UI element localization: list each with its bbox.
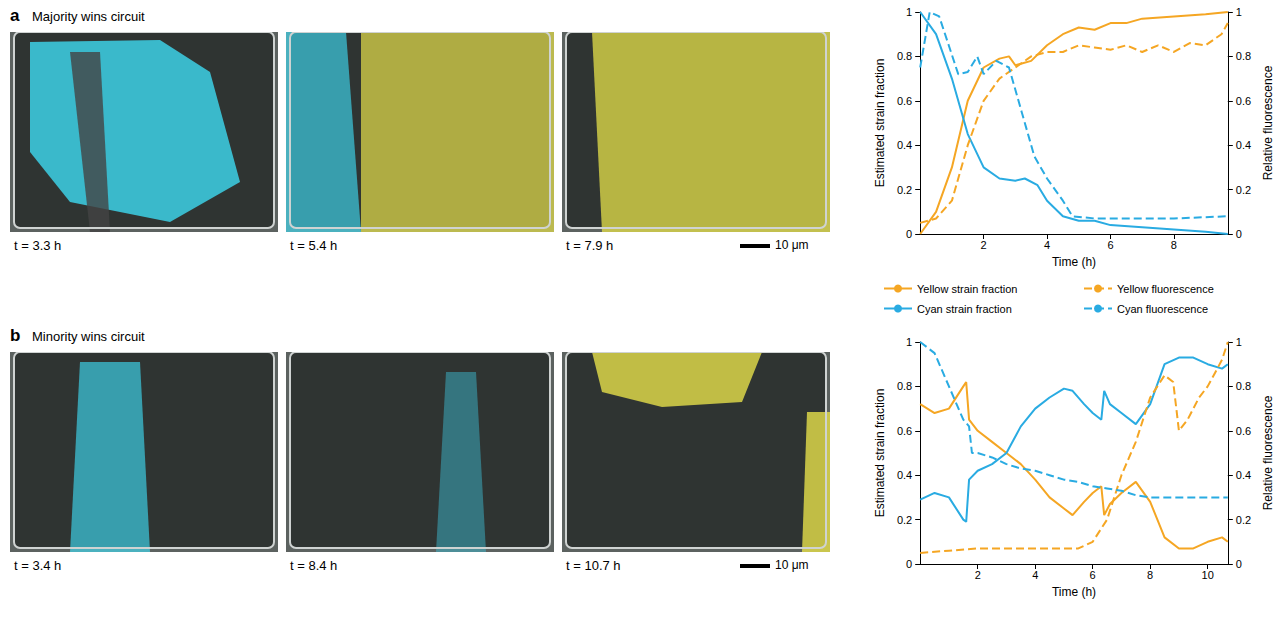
html-text:t = 8.4 h: t = 8.4 h bbox=[290, 558, 338, 573]
svg-text:0.2: 0.2 bbox=[1236, 514, 1251, 526]
svg-text:10: 10 bbox=[1202, 569, 1214, 581]
html-text:10 μm: 10 μm bbox=[775, 558, 809, 572]
svg-text:Time (h): Time (h) bbox=[1052, 585, 1096, 599]
html-text:t = 5.4 h: t = 5.4 h bbox=[290, 238, 338, 253]
svg-text:1: 1 bbox=[1236, 6, 1242, 18]
svg-text:8: 8 bbox=[1147, 569, 1153, 581]
svg-text:Estimated strain fraction: Estimated strain fraction bbox=[873, 389, 887, 518]
svg-text:6: 6 bbox=[1090, 569, 1096, 581]
svg-text:0.4: 0.4 bbox=[897, 469, 912, 481]
html-text:10 μm: 10 μm bbox=[775, 238, 809, 252]
html-text:b: b bbox=[10, 326, 21, 345]
svg-text:1: 1 bbox=[1236, 336, 1242, 348]
svg-text:0.6: 0.6 bbox=[1236, 95, 1251, 107]
svg-text:0.4: 0.4 bbox=[1236, 469, 1251, 481]
svg-text:Yellow strain fraction: Yellow strain fraction bbox=[917, 283, 1017, 295]
svg-text:0: 0 bbox=[1236, 228, 1242, 240]
html-text:a: a bbox=[10, 6, 20, 25]
svg-text:Cyan strain fraction: Cyan strain fraction bbox=[917, 303, 1012, 315]
svg-text:4: 4 bbox=[1032, 569, 1038, 581]
svg-text:Relative fluorescence: Relative fluorescence bbox=[1261, 395, 1275, 510]
html-text:t = 10.7 h: t = 10.7 h bbox=[566, 558, 621, 573]
svg-text:Relative fluorescence: Relative fluorescence bbox=[1261, 65, 1275, 180]
svg-text:0.8: 0.8 bbox=[1236, 50, 1251, 62]
svg-text:0: 0 bbox=[906, 228, 912, 240]
svg-text:0: 0 bbox=[1236, 558, 1242, 570]
svg-text:0.2: 0.2 bbox=[1236, 184, 1251, 196]
svg-text:0.8: 0.8 bbox=[897, 50, 912, 62]
svg-text:0.2: 0.2 bbox=[897, 184, 912, 196]
html-text:t = 7.9 h: t = 7.9 h bbox=[566, 238, 614, 253]
svg-text:0: 0 bbox=[906, 558, 912, 570]
svg-text:0.6: 0.6 bbox=[897, 425, 912, 437]
svg-text:1: 1 bbox=[906, 336, 912, 348]
svg-text:8: 8 bbox=[1171, 239, 1177, 251]
svg-text:0.4: 0.4 bbox=[897, 139, 912, 151]
svg-text:Cyan fluorescence: Cyan fluorescence bbox=[1117, 303, 1208, 315]
svg-text:Estimated strain fraction: Estimated strain fraction bbox=[873, 59, 887, 188]
svg-text:6: 6 bbox=[1107, 239, 1113, 251]
svg-text:Time (h): Time (h) bbox=[1052, 255, 1096, 269]
html-text:Majority wins circuit: Majority wins circuit bbox=[32, 9, 145, 24]
svg-text:2: 2 bbox=[975, 569, 981, 581]
html-text:t = 3.3 h: t = 3.3 h bbox=[14, 238, 62, 253]
svg-text:Yellow fluorescence: Yellow fluorescence bbox=[1117, 283, 1214, 295]
html-text:t = 3.4 h: t = 3.4 h bbox=[14, 558, 62, 573]
svg-text:0.6: 0.6 bbox=[1236, 425, 1251, 437]
svg-text:0.8: 0.8 bbox=[1236, 380, 1251, 392]
svg-text:4: 4 bbox=[1044, 239, 1050, 251]
svg-text:0.2: 0.2 bbox=[897, 514, 912, 526]
svg-text:2: 2 bbox=[981, 239, 987, 251]
html-text:Minority wins circuit: Minority wins circuit bbox=[32, 329, 145, 344]
svg-text:0.4: 0.4 bbox=[1236, 139, 1251, 151]
svg-text:1: 1 bbox=[906, 6, 912, 18]
svg-text:0.6: 0.6 bbox=[897, 95, 912, 107]
svg-text:0.8: 0.8 bbox=[897, 380, 912, 392]
